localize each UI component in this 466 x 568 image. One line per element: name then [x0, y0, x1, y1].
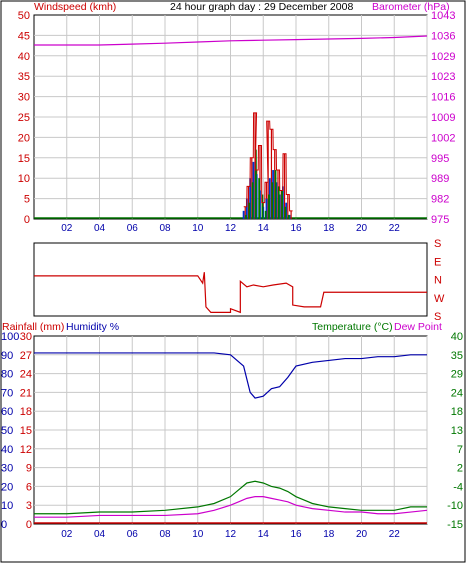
windspeed-tick-label: 5: [24, 194, 30, 206]
climate-x-tick-label: 20: [356, 529, 368, 540]
windspeed-tick-label: 35: [18, 71, 30, 83]
barometer-tick-label: 989: [431, 173, 449, 185]
direction-tick-label: E: [434, 256, 441, 268]
wind-x-tick-label: 10: [192, 223, 204, 234]
temperature-tick-label: 40: [451, 331, 463, 343]
temperature-tick-label: 24: [451, 387, 463, 399]
windspeed-tick-label: 50: [18, 10, 30, 22]
barometer-tick-label: 1009: [431, 112, 455, 124]
climate-x-tick-label: 18: [323, 529, 335, 540]
wind-x-tick-label: 02: [61, 223, 73, 234]
temperature-tick-label: 2: [457, 463, 463, 475]
direction-tick-label: W: [434, 293, 445, 305]
wind-x-tick-label: 12: [225, 223, 237, 234]
barometer-tick-label: 1043: [431, 10, 455, 22]
climate-x-tick-label: 08: [159, 529, 171, 540]
barometer-line: [34, 35, 428, 46]
climate-x-tick-label: 12: [225, 529, 237, 540]
temperature-tick-label: 35: [451, 350, 463, 362]
windspeed-tick-label: 40: [18, 51, 30, 63]
barometer-tick-label: 975: [431, 214, 449, 226]
windspeed-axis-label: Windspeed (kmh): [34, 1, 116, 13]
temperature-tick-label: 13: [451, 425, 463, 437]
wind-x-tick-label: 04: [94, 223, 106, 234]
windspeed-tick-label: 30: [18, 92, 30, 104]
dewpoint-line: [34, 496, 428, 518]
rainfall-tick-label: 60: [1, 406, 13, 418]
barometer-tick-label: 995: [431, 153, 449, 165]
temperature-tick-label: -4: [453, 481, 463, 493]
wind-x-tick-label: 14: [258, 223, 270, 234]
temperature-tick-label: -10: [447, 500, 463, 512]
climate-x-tick-label: 04: [94, 529, 106, 540]
temperature-tick-label: 7: [457, 444, 463, 456]
humidity-line: [34, 352, 427, 399]
humidity-axis-label: Humidity %: [66, 321, 119, 333]
windspeed-tick-label: 25: [18, 112, 30, 124]
humidity-tick-label: 12: [20, 444, 32, 456]
wind-x-tick-label: 18: [323, 223, 335, 234]
rainfall-tick-label: 10: [1, 500, 13, 512]
climate-x-tick-label: 10: [192, 529, 204, 540]
barometer-axis-label: Barometer (hPa): [372, 1, 450, 13]
barometer-tick-label: 1029: [431, 51, 455, 63]
rainfall-tick-label: 80: [1, 369, 13, 381]
humidity-tick-label: 21: [20, 387, 32, 399]
direction-tick-label: S: [434, 238, 441, 250]
temperature-axis-label: Temperature (°C): [312, 321, 393, 333]
direction-tick-label: N: [434, 275, 442, 287]
climate-x-tick-label: 16: [290, 529, 302, 540]
climate-x-tick-label: 06: [127, 529, 139, 540]
barometer-tick-label: 1002: [431, 132, 455, 144]
temperature-line: [34, 480, 427, 515]
humidity-tick-label: 30: [20, 331, 32, 343]
humidity-tick-label: 15: [20, 425, 32, 437]
rainfall-tick-label: 50: [1, 425, 13, 437]
rainfall-tick-label: 30: [1, 463, 13, 475]
humidity-tick-label: 3: [26, 500, 32, 512]
rainfall-tick-label: 0: [1, 519, 7, 531]
rainfall-tick-label: 40: [1, 444, 13, 456]
climate-x-tick-label: 22: [389, 529, 401, 540]
graph-title: 24 hour graph day : 29 December 2008: [170, 1, 353, 13]
barometer-tick-label: 1036: [431, 30, 455, 42]
wind-x-tick-label: 20: [356, 223, 368, 234]
wind-direction-line: [34, 272, 427, 314]
dewpoint-axis-label: Dew Point: [394, 321, 442, 333]
wind-x-tick-label: 22: [389, 223, 401, 234]
rainfall-axis-label: Rainfall (mm): [2, 321, 64, 333]
humidity-tick-label: 6: [26, 481, 32, 493]
temperature-tick-label: 18: [451, 406, 463, 418]
rainfall-tick-label: 90: [1, 350, 13, 362]
direction-plot-frame: [33, 242, 428, 317]
windspeed-tick-label: 20: [18, 132, 30, 144]
humidity-tick-label: 18: [20, 406, 32, 418]
humidity-tick-label: 0: [26, 519, 32, 531]
climate-x-tick-label: 02: [61, 529, 73, 540]
barometer-tick-label: 982: [431, 194, 449, 206]
rainfall-tick-label: 20: [1, 481, 13, 493]
temperature-tick-label: 29: [451, 369, 463, 381]
wind-x-tick-label: 06: [127, 223, 139, 234]
wind-x-tick-label: 16: [290, 223, 302, 234]
windspeed-tick-label: 45: [18, 30, 30, 42]
humidity-tick-label: 24: [20, 369, 32, 381]
barometer-tick-label: 1023: [431, 71, 455, 83]
climate-x-tick-label: 14: [258, 529, 270, 540]
humidity-tick-label: 27: [20, 350, 32, 362]
temperature-tick-label: -15: [447, 519, 463, 531]
wind-x-tick-label: 08: [159, 223, 171, 234]
wind-gust-outline: [243, 112, 293, 212]
windspeed-tick-label: 0: [24, 214, 30, 226]
direction-tick-label: S: [434, 311, 441, 323]
rainfall-tick-label: 100: [1, 331, 19, 343]
rainfall-tick-label: 70: [1, 387, 13, 399]
windspeed-tick-label: 10: [18, 173, 30, 185]
humidity-tick-label: 9: [26, 463, 32, 475]
barometer-tick-label: 1016: [431, 92, 455, 104]
windspeed-tick-label: 15: [18, 153, 30, 165]
